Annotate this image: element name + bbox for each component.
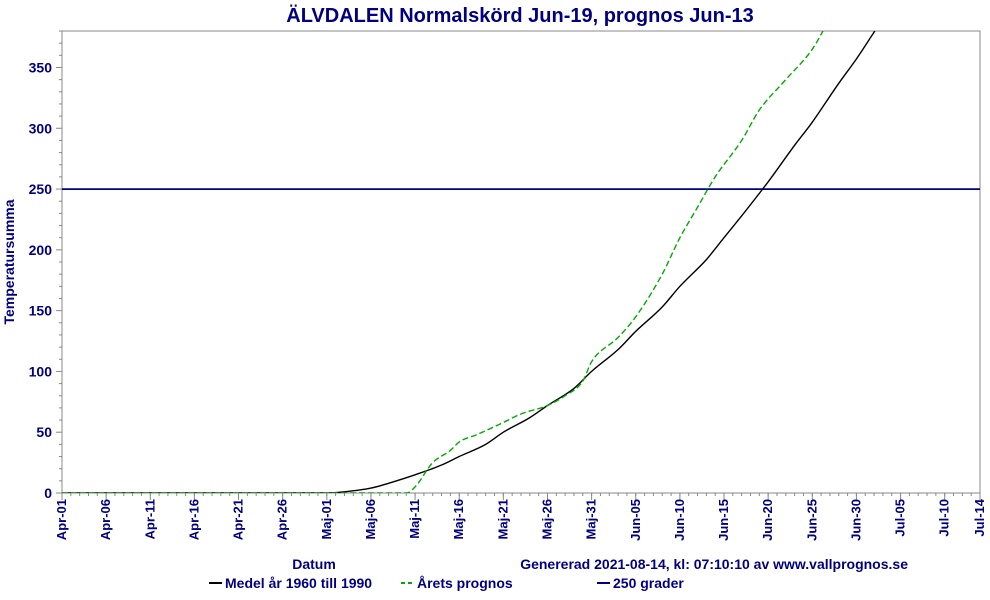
legend-label-1: Årets prognos [417,575,513,591]
series-line-0 [62,31,876,493]
y-tick-label: 150 [29,303,53,319]
x-tick-label: Maj-26 [539,499,554,539]
x-tick-label: Jun-25 [804,499,819,541]
x-tick-label: Apr-16 [186,499,201,540]
x-axis: Apr-01 Apr-06 Apr-11 Apr-16 Apr-21 Apr-26 Maj-… [54,493,987,541]
x-tick-label: Maj-16 [451,499,466,539]
x-tick-label: Apr-01 [54,499,69,540]
x-tick-label: Maj-01 [319,499,334,539]
y-tick-label: 0 [44,485,52,501]
x-tick-label: Maj-11 [407,499,422,539]
x-tick-label: Maj-21 [495,499,510,539]
series-layer [62,31,980,493]
y-tick-label: 200 [29,242,53,258]
series-line-1 [62,31,824,493]
y-tick-label: 100 [29,363,53,379]
x-tick-label: Jun-10 [672,499,687,541]
y-axis-label: Temperatursumma [1,199,17,324]
x-tick-label: Jul-05 [893,499,908,537]
x-tick-label: Jun-30 [848,499,863,541]
legend: Medel år 1960 till 1990 Årets prognos 250 … [209,575,684,591]
y-tick-label: 250 [29,181,53,197]
legend-label-0: Medel år 1960 till 1990 [225,575,372,591]
plot-frame [61,30,981,494]
legend-label-2: 250 grader [613,575,684,591]
x-tick-label: Apr-06 [98,499,113,540]
x-tick-label: Maj-06 [363,499,378,539]
y-axis: 0 50 100 150 200 250 300 350 [29,30,62,501]
x-tick-label: Jun-15 [716,499,731,541]
generated-text: Genererad 2021-08-14, kl: 07:10:10 av ww… [520,556,908,572]
x-tick-label: Jun-05 [628,499,643,541]
x-tick-label: Apr-21 [231,499,246,540]
x-tick-label: Jun-20 [760,499,775,541]
x-tick-label: Apr-26 [275,499,290,540]
y-tick-label: 50 [36,424,52,440]
x-tick-label: Jul-10 [937,499,952,537]
x-tick-label: Apr-11 [142,499,157,539]
y-tick-label: 350 [29,59,53,75]
chart-title: ÄLVDALEN Normalskörd Jun-19, prognos Jun… [286,4,753,27]
x-axis-label: Datum [292,556,336,572]
x-tick-label: Maj-31 [584,499,599,539]
x-tick-label: Jul-14 [972,498,987,536]
y-tick-label: 300 [29,120,53,136]
